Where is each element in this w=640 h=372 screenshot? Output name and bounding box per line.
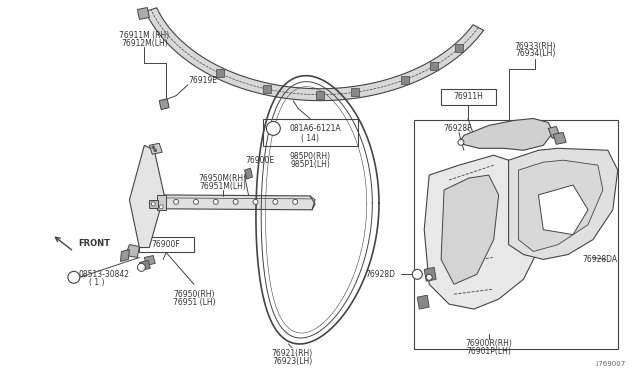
Polygon shape	[244, 168, 253, 179]
Text: 76933(RH): 76933(RH)	[515, 42, 556, 51]
Bar	[216, 69, 223, 77]
Circle shape	[151, 202, 156, 206]
Polygon shape	[149, 143, 162, 154]
Circle shape	[458, 140, 464, 145]
Circle shape	[159, 205, 163, 209]
Text: 76928D: 76928D	[365, 270, 396, 279]
Circle shape	[173, 199, 179, 204]
Text: 76911H: 76911H	[453, 92, 483, 101]
Text: 76934(LH): 76934(LH)	[515, 49, 556, 58]
Text: B: B	[271, 125, 276, 131]
Polygon shape	[145, 256, 156, 265]
Circle shape	[68, 271, 80, 283]
Polygon shape	[441, 175, 499, 284]
Text: 76911M (RH): 76911M (RH)	[119, 31, 170, 40]
Polygon shape	[125, 244, 140, 257]
Text: ( 14): ( 14)	[301, 134, 319, 143]
Text: 76950(RH): 76950(RH)	[173, 290, 214, 299]
Bar	[264, 85, 271, 93]
Polygon shape	[509, 148, 618, 259]
Text: .I769007: .I769007	[595, 361, 626, 367]
Bar	[455, 44, 463, 52]
Bar	[401, 76, 409, 84]
Circle shape	[412, 269, 422, 279]
Bar	[351, 88, 359, 96]
Polygon shape	[159, 99, 169, 110]
Text: 76950M(RH): 76950M(RH)	[198, 174, 247, 183]
Text: 76901P(LH): 76901P(LH)	[467, 347, 511, 356]
Polygon shape	[140, 260, 150, 270]
Bar	[140, 237, 194, 253]
Text: 081A6-6121A: 081A6-6121A	[289, 124, 341, 133]
Circle shape	[273, 199, 278, 204]
Text: FRONT: FRONT	[78, 239, 110, 248]
Text: 76951M(LH): 76951M(LH)	[199, 182, 246, 190]
Circle shape	[193, 199, 198, 204]
Text: 76921(RH): 76921(RH)	[271, 349, 313, 358]
Polygon shape	[120, 250, 129, 262]
Circle shape	[266, 122, 280, 135]
Text: 76923(LH): 76923(LH)	[272, 357, 312, 366]
Polygon shape	[159, 195, 315, 210]
Text: 76928DA: 76928DA	[582, 255, 618, 264]
Polygon shape	[157, 195, 166, 210]
Polygon shape	[145, 8, 484, 101]
Polygon shape	[553, 132, 566, 144]
Polygon shape	[548, 126, 560, 138]
Bar	[431, 62, 438, 70]
Bar	[441, 89, 495, 105]
Bar	[264, 119, 358, 146]
Circle shape	[138, 263, 145, 271]
Polygon shape	[149, 200, 158, 208]
Polygon shape	[424, 267, 436, 281]
Circle shape	[152, 146, 155, 149]
Polygon shape	[129, 145, 164, 247]
Bar	[316, 91, 324, 99]
Polygon shape	[417, 295, 429, 309]
Circle shape	[426, 274, 432, 280]
Text: 76900F: 76900F	[152, 240, 180, 249]
Text: 76912M(LH): 76912M(LH)	[121, 39, 168, 48]
Polygon shape	[424, 155, 543, 309]
Text: S: S	[71, 274, 76, 280]
Text: 76919E: 76919E	[188, 76, 217, 85]
Circle shape	[292, 199, 298, 204]
Polygon shape	[138, 7, 149, 19]
Text: 08513-30842: 08513-30842	[78, 270, 129, 279]
Polygon shape	[459, 119, 553, 150]
Circle shape	[253, 199, 258, 204]
Circle shape	[213, 199, 218, 204]
Circle shape	[233, 199, 238, 204]
Polygon shape	[538, 185, 588, 235]
Text: 985P0(RH): 985P0(RH)	[289, 152, 331, 161]
Text: 76900E: 76900E	[246, 156, 275, 165]
Text: 76900R(RH): 76900R(RH)	[465, 339, 512, 348]
Circle shape	[154, 149, 157, 152]
Polygon shape	[518, 160, 603, 251]
Text: 76928F: 76928F	[443, 124, 472, 133]
Text: 76951 (LH): 76951 (LH)	[173, 298, 215, 307]
Bar	[414, 121, 618, 349]
Text: ( 1 ): ( 1 )	[89, 278, 104, 287]
Text: 985P1(LH): 985P1(LH)	[290, 160, 330, 169]
